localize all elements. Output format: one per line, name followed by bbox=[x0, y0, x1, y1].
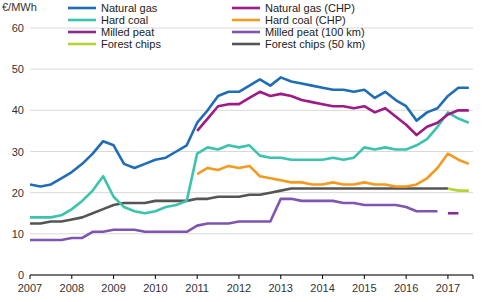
x-tick-label: 2007 bbox=[18, 282, 42, 294]
legend-label: Natural gas bbox=[101, 2, 158, 14]
grid-line bbox=[30, 192, 473, 193]
series-line bbox=[30, 77, 469, 186]
legend-swatch bbox=[68, 43, 96, 46]
legend-swatch bbox=[68, 19, 96, 22]
legend-swatch bbox=[232, 19, 260, 22]
y-tick-label: 0 bbox=[18, 269, 24, 281]
legend: Natural gas Natural gas (CHP) Hard coal Har… bbox=[68, 2, 365, 50]
legend-label: Forest chips (50 km) bbox=[265, 38, 365, 50]
x-tick bbox=[238, 275, 239, 279]
x-tick-label: 2012 bbox=[227, 282, 251, 294]
grid-line bbox=[30, 28, 473, 29]
legend-label: Milled peat bbox=[101, 26, 154, 38]
grid-line bbox=[30, 233, 473, 234]
legend-label: Hard coal bbox=[101, 14, 148, 26]
legend-label: Natural gas (CHP) bbox=[265, 2, 355, 14]
x-tick-label: 2010 bbox=[143, 282, 167, 294]
plot-area bbox=[30, 77, 469, 240]
x-tick bbox=[364, 275, 365, 279]
legend-swatch bbox=[232, 7, 260, 10]
x-tick-label: 2017 bbox=[436, 282, 460, 294]
x-tick-label: 2016 bbox=[394, 282, 418, 294]
y-tick-label: 20 bbox=[12, 187, 24, 199]
x-tick bbox=[113, 275, 114, 279]
series-line bbox=[30, 112, 469, 217]
grid-line bbox=[30, 69, 473, 70]
y-tick-label: 40 bbox=[12, 104, 24, 116]
x-tick-label: 2008 bbox=[60, 282, 84, 294]
x-tick bbox=[30, 275, 31, 279]
x-tick bbox=[155, 275, 156, 279]
x-tick-label: 2014 bbox=[310, 282, 334, 294]
x-tick-label: 2011 bbox=[185, 282, 209, 294]
y-axis-label: €/MWh bbox=[2, 1, 37, 13]
series-line bbox=[197, 92, 469, 135]
y-tick-label: 50 bbox=[12, 63, 24, 75]
y-tick-label: 60 bbox=[12, 22, 24, 34]
series-line bbox=[30, 199, 437, 240]
series-line bbox=[448, 189, 469, 191]
x-tick-label: 2015 bbox=[352, 282, 376, 294]
legend-swatch bbox=[68, 31, 96, 34]
legend-label: Forest chips bbox=[101, 38, 161, 50]
grid-line bbox=[30, 151, 473, 152]
x-tick bbox=[280, 275, 281, 279]
y-tick-label: 10 bbox=[12, 228, 24, 240]
x-axis-end bbox=[473, 275, 474, 279]
x-tick bbox=[71, 275, 72, 279]
grid-line bbox=[30, 110, 473, 111]
series-line bbox=[448, 212, 458, 215]
legend-swatch bbox=[232, 43, 260, 46]
legend-swatch bbox=[68, 7, 96, 10]
x-tick bbox=[406, 275, 407, 279]
legend-label: Hard coal (CHP) bbox=[265, 14, 346, 26]
x-tick-label: 2013 bbox=[269, 282, 293, 294]
x-tick bbox=[197, 275, 198, 279]
legend-swatch bbox=[232, 31, 260, 34]
x-tick bbox=[322, 275, 323, 279]
y-tick-label: 30 bbox=[12, 146, 24, 158]
x-tick-label: 2009 bbox=[101, 282, 125, 294]
chart: 0 10 20 30 40 50 60 2007 2008 2009 2010 2011 2012 201… bbox=[0, 0, 491, 302]
x-tick bbox=[447, 275, 448, 279]
legend-label: Milled peat (100 km) bbox=[265, 26, 365, 38]
